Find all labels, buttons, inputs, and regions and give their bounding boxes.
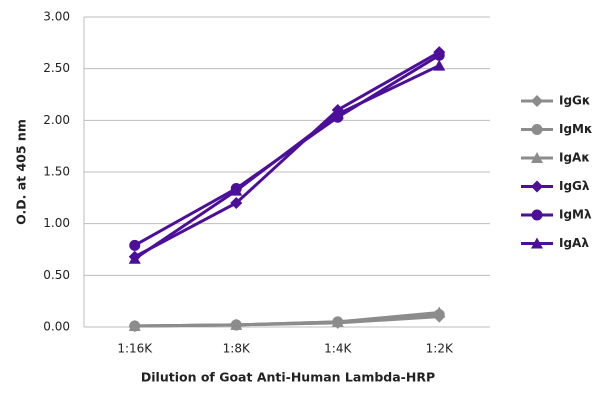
x-tick-label: 1:8K — [223, 342, 251, 356]
legend-text: IgGκ — [559, 94, 590, 108]
marker — [230, 184, 243, 196]
x-tick-label: 1:4K — [324, 342, 352, 356]
marker — [433, 59, 446, 71]
marker — [531, 95, 543, 107]
marker — [433, 49, 445, 61]
y-axis-title: O.D. at 405 nm — [14, 119, 29, 225]
y-tick-label: 1.00 — [43, 216, 70, 230]
marker — [433, 306, 446, 318]
x-axis-title: Dilution of Goat Anti-Human Lambda-HRP — [141, 370, 435, 385]
marker — [531, 124, 543, 135]
x-tick-label: 1:16K — [117, 342, 153, 356]
y-tick-label: 3.00 — [43, 10, 70, 24]
y-tick-label: 2.50 — [43, 61, 70, 75]
y-tick-label: 0.50 — [43, 268, 70, 282]
marker — [531, 237, 543, 249]
series-line — [134, 50, 440, 259]
marker — [531, 152, 543, 163]
legend-text: IgGλ — [559, 179, 590, 193]
legend-text: IgMκ — [559, 122, 593, 136]
marker — [531, 180, 543, 193]
y-tick-label: 1.50 — [43, 165, 70, 179]
legend-text: IgAκ — [559, 151, 590, 165]
legend-text: IgMλ — [559, 208, 592, 222]
marker — [128, 319, 141, 331]
marker — [128, 252, 141, 264]
y-tick-label: 0.00 — [43, 320, 70, 334]
series-line — [134, 53, 441, 247]
marker — [531, 209, 543, 221]
marker — [331, 315, 344, 327]
series-line — [133, 64, 440, 261]
marker — [230, 318, 243, 330]
y-tick-label: 2.00 — [43, 113, 70, 127]
legend-text: IgAλ — [559, 236, 589, 250]
series-line — [134, 311, 440, 328]
marker — [230, 197, 243, 209]
marker — [129, 239, 141, 251]
x-tick-label: 1:2K — [426, 342, 454, 356]
marker — [331, 108, 344, 120]
